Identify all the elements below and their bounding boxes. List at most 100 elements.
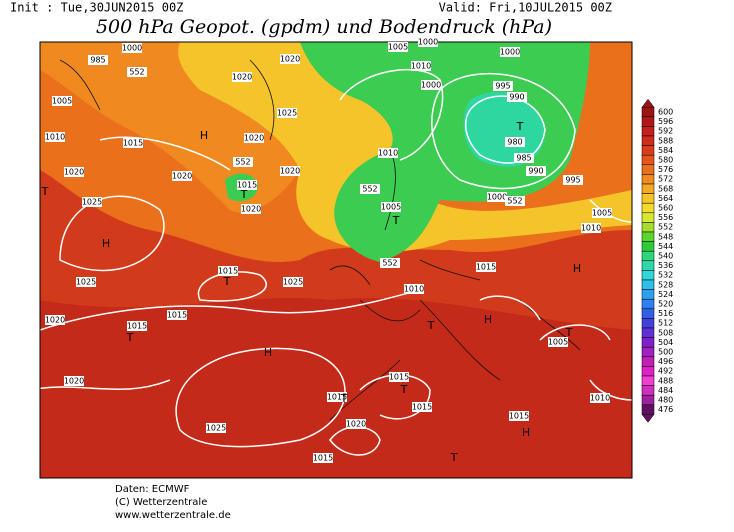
- scale-swatch: [641, 135, 655, 146]
- scale-label: 588: [658, 136, 673, 145]
- isobar-label-bg: [232, 72, 252, 82]
- pressure-center: T: [340, 392, 348, 405]
- scale-label: 540: [658, 252, 673, 261]
- isobar-label: 1015: [313, 454, 333, 463]
- isobar-label-bg: [381, 202, 401, 212]
- isobar-label-bg: [280, 54, 300, 64]
- scale-label: 592: [658, 127, 673, 136]
- scale-swatch: [641, 126, 655, 137]
- isobar-label: 1010: [581, 224, 601, 233]
- isobar-label-bg: [476, 262, 496, 272]
- scale-swatch: [641, 116, 655, 127]
- isobar-label: 1025: [206, 424, 226, 433]
- scale-swatch: [641, 241, 655, 252]
- scale-swatch: [641, 106, 655, 118]
- isobar-label-bg: [206, 423, 226, 433]
- pressure-center: T: [41, 185, 49, 198]
- isobar-label: 1015: [237, 181, 257, 190]
- map-field: [40, 42, 632, 478]
- isobar-label: 985: [90, 56, 105, 65]
- isobar-label: 1000: [421, 81, 441, 90]
- valid-time: Valid: Fri,10JUL2015 00Z: [439, 1, 612, 15]
- scale-label: 496: [658, 357, 673, 366]
- isobar-label-bg: [526, 166, 546, 176]
- isobar-label: 1020: [346, 420, 366, 429]
- isobar-label-bg: [52, 96, 72, 106]
- pressure-center: T: [427, 319, 435, 332]
- pressure-center: T: [565, 326, 573, 339]
- isobar-label: 1010: [590, 394, 610, 403]
- isobar-label: 1020: [244, 134, 264, 143]
- isobar-label-bg: [346, 419, 366, 429]
- pressure-center: T: [126, 331, 134, 344]
- map-frame: [39, 41, 633, 479]
- scale-swatch: [641, 260, 655, 271]
- footer-line: (C) Wetterzentrale: [115, 497, 207, 508]
- scale-label: 564: [658, 194, 673, 203]
- scale-swatch: [641, 222, 655, 233]
- isobar-label: 1025: [277, 109, 297, 118]
- scale-swatch: [641, 308, 655, 319]
- scale-swatch: [641, 366, 655, 377]
- isobar-label-bg: [122, 43, 142, 53]
- init-time: Init : Tue,30JUN2015 00Z: [10, 1, 183, 15]
- isobar-label: 1010: [378, 149, 398, 158]
- scale-label: 548: [658, 232, 673, 241]
- pressure-center: T: [400, 383, 408, 396]
- scale-swatch: [641, 289, 655, 300]
- scale-swatch: [641, 298, 655, 310]
- isobar-label-bg: [313, 453, 333, 463]
- scale-label: 504: [658, 338, 673, 347]
- isobar-label: 552: [129, 68, 144, 77]
- map-title: 500 hPa Geopot. (gpdm) und Bodendruck (h…: [96, 16, 552, 38]
- isobar-label-bg: [590, 393, 610, 403]
- isobar-label-bg: [548, 337, 568, 347]
- isobar-label: 1025: [82, 198, 102, 207]
- isobar-label-bg: [421, 80, 441, 90]
- isobar-label: 995: [495, 82, 510, 91]
- isobar-label: 552: [235, 158, 250, 167]
- isobar-label-bg: [64, 376, 84, 386]
- isobar-label: 1015: [412, 403, 432, 412]
- scale-swatch: [641, 250, 655, 262]
- scale-label: 516: [658, 309, 673, 318]
- scale-arrow-top: [641, 98, 655, 108]
- isobar-label: 1025: [76, 278, 96, 287]
- isobar-label-bg: [237, 180, 257, 190]
- pressure-center: H: [522, 426, 530, 439]
- isobar-label: 985: [516, 154, 531, 163]
- scale-label: 488: [658, 376, 673, 385]
- scale-label: 520: [658, 300, 673, 309]
- pressure-center: H: [484, 313, 492, 326]
- isobar-label: 1000: [418, 38, 438, 47]
- scale-label: 584: [658, 146, 673, 155]
- isobar-label: 1015: [167, 311, 187, 320]
- isobar-label: 1000: [487, 193, 507, 202]
- isobar-label: 1020: [280, 167, 300, 176]
- scale-swatch: [641, 279, 655, 290]
- scale-swatch: [641, 270, 655, 281]
- scale-swatch: [641, 231, 655, 242]
- isobar-label-bg: [493, 81, 513, 91]
- isobar-label-bg: [487, 192, 507, 202]
- scale-swatch: [641, 183, 655, 194]
- pressure-center: H: [264, 346, 272, 359]
- isobar-label-bg: [380, 258, 400, 268]
- isobar-label-bg: [389, 372, 409, 382]
- scale-swatch: [641, 145, 655, 156]
- scale-label: 560: [658, 204, 673, 213]
- isobar-label-bg: [123, 138, 143, 148]
- scale-label: 500: [658, 348, 673, 357]
- isobar-label-bg: [404, 284, 424, 294]
- isobar-label: 980: [507, 138, 522, 147]
- isobar-label-bg: [76, 277, 96, 287]
- scale-label: 556: [658, 213, 673, 222]
- isobar-label: 1010: [411, 62, 431, 71]
- isobar-label: 552: [362, 185, 377, 194]
- pressure-center: T: [450, 451, 458, 464]
- scale-label: 572: [658, 175, 673, 184]
- isobar-label: 1015: [123, 139, 143, 148]
- isobar-label-bg: [509, 411, 529, 421]
- isobar-label: 1020: [172, 172, 192, 181]
- isobar-label: 990: [509, 93, 524, 102]
